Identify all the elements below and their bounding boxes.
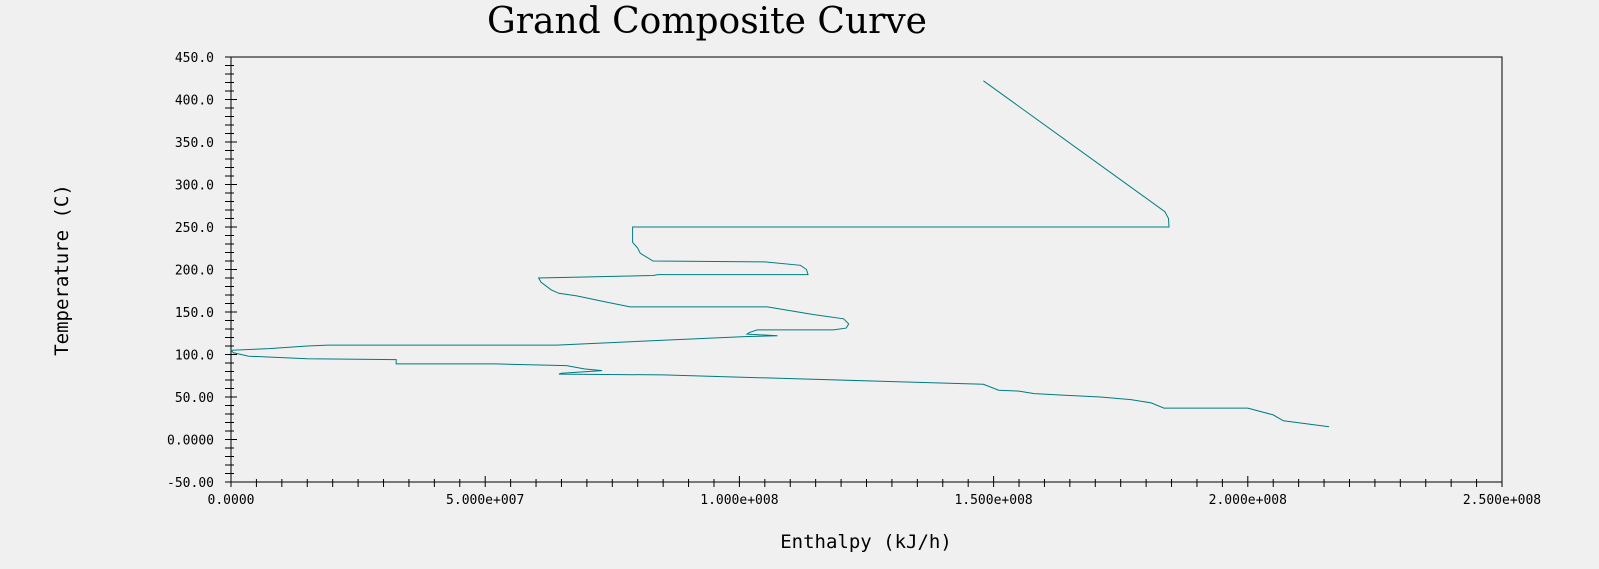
y-tick-label: 450.0 <box>175 51 214 66</box>
y-axis-label: Temperature (C) <box>51 184 73 356</box>
x-tick-label: 2.500e+008 <box>1463 493 1541 508</box>
y-tick-label: 0.0000 <box>167 434 214 449</box>
x-tick-label: 5.000e+007 <box>446 493 524 508</box>
x-tick-label: 2.000e+008 <box>1209 493 1287 508</box>
y-tick-label: -50.00 <box>167 476 214 491</box>
y-tick-label: 150.0 <box>175 306 214 321</box>
y-tick-label: 200.0 <box>175 264 214 279</box>
chart-title: Grand Composite Curve <box>487 1 927 42</box>
y-tick-label: 50.00 <box>175 391 214 406</box>
x-tick-label: 1.500e+008 <box>954 493 1032 508</box>
y-tick-label: 400.0 <box>175 94 214 109</box>
y-axis-ticks <box>225 56 237 483</box>
y-tick-label: 300.0 <box>175 179 214 194</box>
y-tick-label: 250.0 <box>175 221 214 236</box>
y-tick-label: 100.0 <box>175 349 214 364</box>
x-axis-ticks <box>230 476 1503 487</box>
y-axis-tick-labels: -50.00 0.0000 50.00 100.0 150.0 200.0 250.0 300… <box>167 51 214 491</box>
plot-area <box>230 56 1503 483</box>
x-tick-label: 0.0000 <box>208 493 255 508</box>
x-axis-tick-labels: 0.0000 5.000e+007 1.000e+008 1.500e+008 2.00… <box>208 493 1542 508</box>
y-tick-label: 350.0 <box>175 136 214 151</box>
x-tick-label: 1.000e+008 <box>700 493 778 508</box>
series-line <box>229 80 1330 428</box>
x-axis-label: Enthalpy (kJ/h) <box>780 531 952 553</box>
